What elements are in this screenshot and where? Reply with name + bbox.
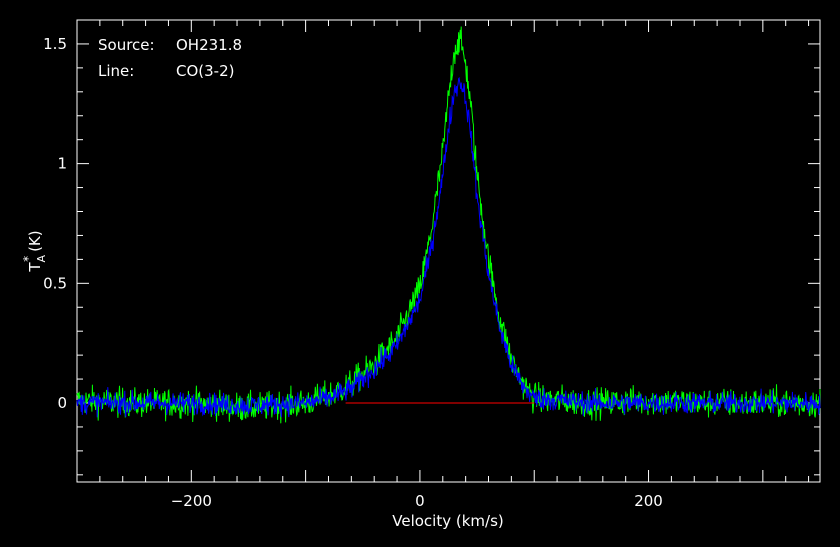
x-tick-label: 200 [634, 492, 663, 510]
x-tick-label: −200 [171, 492, 212, 510]
source-label: Source: [98, 36, 155, 54]
line-value: CO(3-2) [176, 62, 234, 80]
spectrum-series-green [76, 26, 821, 424]
line-label: Line: [98, 62, 134, 80]
plot-frame [76, 19, 821, 483]
y-axis-label-sup: * [21, 256, 35, 262]
y-axis-label: TA* (K) [21, 230, 48, 272]
y-tick-label: 1 [57, 155, 67, 173]
y-tick-label: 0.5 [43, 274, 67, 292]
x-tick-label: 0 [415, 492, 425, 510]
series-layer [76, 26, 821, 424]
spectrum-series-blue [76, 76, 821, 418]
y-axis-label-unit: (K) [26, 230, 44, 252]
y-axis-label-main: T [26, 262, 44, 273]
svg-text:TA*(K): TA* (K) [21, 230, 48, 272]
source-value: OH231.8 [176, 36, 242, 54]
tick-labels: −200 0 200 0 0.5 1 1.5 [43, 35, 663, 510]
y-tick-label: 0 [57, 394, 67, 412]
y-tick-label: 1.5 [43, 35, 67, 53]
y-axis-label-sub: A [35, 254, 48, 262]
x-axis-label: Velocity (km/s) [392, 512, 503, 530]
